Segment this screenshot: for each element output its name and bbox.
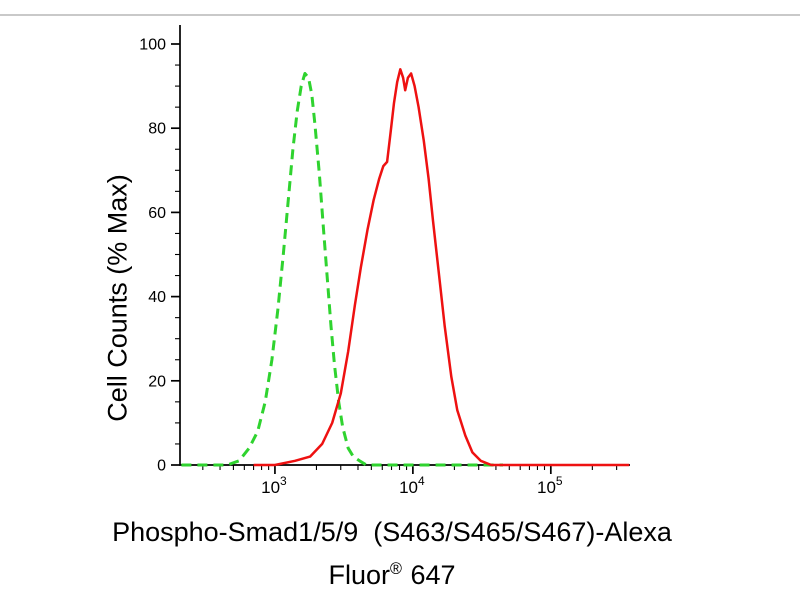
x-axis-label-line1: Phospho-Smad1/5/9 (S463/S465/S467)-Alexa (112, 517, 672, 547)
x-axis-label: Phospho-Smad1/5/9 (S463/S465/S467)-Alexa… (0, 514, 784, 594)
y-axis-label: Cell Counts (% Max) (102, 174, 133, 422)
y-tick-label: 20 (148, 373, 166, 390)
registered-trademark-symbol: ® (390, 560, 402, 578)
y-tick-label: 40 (148, 289, 166, 306)
x-tick-label: 104 (399, 474, 425, 497)
y-tick-label: 100 (139, 37, 166, 54)
y-tick-label: 80 (148, 121, 166, 138)
x-tick-label: 103 (261, 474, 287, 497)
y-tick-label: 0 (157, 458, 166, 475)
top-divider (0, 14, 800, 16)
series-control-unstained (181, 72, 503, 467)
x-axis-label-647: 647 (402, 560, 456, 590)
x-tick-label: 105 (537, 474, 563, 497)
series-phospho-smad1-5-9-stained (253, 68, 630, 467)
x-axis-label-line2: Fluor® 647 (0, 551, 784, 594)
y-tick-label: 60 (148, 205, 166, 222)
x-axis-label-fluor: Fluor (328, 560, 390, 590)
